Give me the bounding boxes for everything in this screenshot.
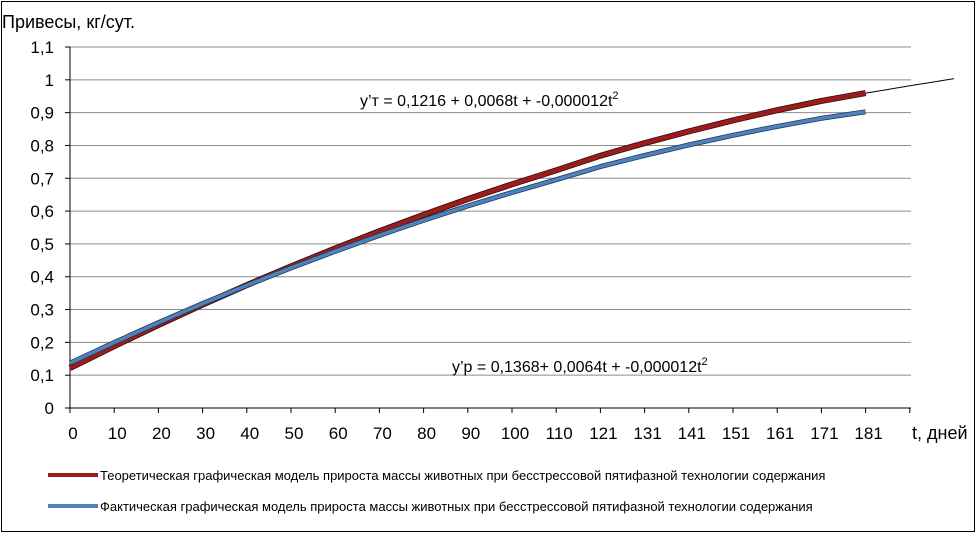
y-tick-label: 0,6 (30, 202, 54, 221)
series-group (70, 93, 866, 368)
y-tick-label: 0,3 (30, 301, 54, 320)
equation-factual: y’р = 0,1368+ 0,0064t + -0,000012t2 (452, 356, 708, 376)
y-tick-label: 0,9 (30, 104, 54, 123)
x-tick-label: 161 (766, 424, 794, 443)
series-line (70, 112, 866, 363)
equation-theoretical: y’т = 0,1216 + 0,0068t + -0,000012t2 (360, 90, 619, 110)
y-tick-label: 0,7 (30, 169, 54, 188)
x-tick-label: 141 (678, 424, 706, 443)
equation-factual-text: y’р = 0,1368+ 0,0064t + -0,000012t (452, 359, 702, 376)
x-tick-label: 171 (810, 424, 838, 443)
x-tick-label: 20 (152, 424, 171, 443)
y-tick-label: 1 (45, 71, 54, 90)
x-tick-label: 70 (373, 424, 392, 443)
x-tick-label: 60 (329, 424, 348, 443)
x-tick-label: 80 (417, 424, 436, 443)
x-tick-label: 10 (108, 424, 127, 443)
y-tick-label: 0 (45, 399, 54, 418)
x-tick-label: 131 (633, 424, 661, 443)
y-tick-label: 0,5 (30, 235, 54, 254)
y-tick-label: 0,4 (30, 268, 54, 287)
x-tick-label: 181 (854, 424, 882, 443)
x-tick-label: 90 (461, 424, 480, 443)
x-tick-label: 100 (501, 424, 529, 443)
equation-theoretical-sup: 2 (612, 90, 618, 102)
x-axis-label: t, дней (912, 423, 968, 443)
x-tick-label: 40 (240, 424, 259, 443)
legend-label-factual: Фактическая графическая модель прироста … (100, 499, 813, 514)
x-tick-labels: 0 10 20 30 40 50 60 70 80 90 100 110 121 131 141 151 161… (68, 424, 883, 443)
y-axis-label: Привесы, кг/сут. (2, 12, 135, 32)
equation-theoretical-text: y’т = 0,1216 + 0,0068t + -0,000012t (360, 93, 613, 110)
x-tick-label: 50 (285, 424, 304, 443)
equation-factual-sup: 2 (702, 356, 708, 368)
y-tick-label: 0,1 (30, 366, 54, 385)
y-tick-label: 0,8 (30, 136, 54, 155)
legend-label-theoretical: Теоретическая графическая модель прирост… (100, 468, 825, 483)
y-tick-labels: 0 0,1 0,2 0,3 0,4 0,5 0,6 0,7 0,8 0,9 1 1,1 (30, 38, 54, 418)
series-outline (70, 112, 866, 363)
x-tick-label: 110 (546, 424, 573, 443)
x-tick-label: 121 (589, 424, 617, 443)
x-tick-label: 30 (196, 424, 215, 443)
x-tick-label: 151 (722, 424, 750, 443)
y-tick-label: 1,1 (30, 38, 54, 57)
legend: Теоретическая графическая модель прирост… (48, 468, 825, 514)
y-tick-label: 0,2 (30, 333, 54, 352)
trendline-extension (866, 79, 954, 94)
x-tick-label: 0 (68, 424, 77, 443)
